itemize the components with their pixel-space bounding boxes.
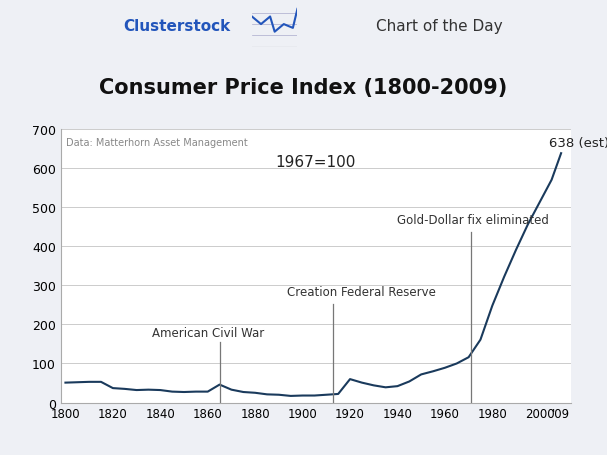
Text: Data: Matterhorn Asset Management: Data: Matterhorn Asset Management xyxy=(66,138,248,148)
Text: Chart of the Day: Chart of the Day xyxy=(376,19,503,34)
Text: Creation Federal Reserve: Creation Federal Reserve xyxy=(288,285,436,298)
Text: Gold-Dollar fix eliminated: Gold-Dollar fix eliminated xyxy=(398,213,549,226)
Text: 1967=100: 1967=100 xyxy=(276,154,356,169)
Text: Clusterstock: Clusterstock xyxy=(123,19,231,34)
Text: American Civil War: American Civil War xyxy=(152,326,264,339)
Text: Consumer Price Index (1800-2009): Consumer Price Index (1800-2009) xyxy=(100,77,507,97)
Text: 638 (est): 638 (est) xyxy=(549,136,607,149)
